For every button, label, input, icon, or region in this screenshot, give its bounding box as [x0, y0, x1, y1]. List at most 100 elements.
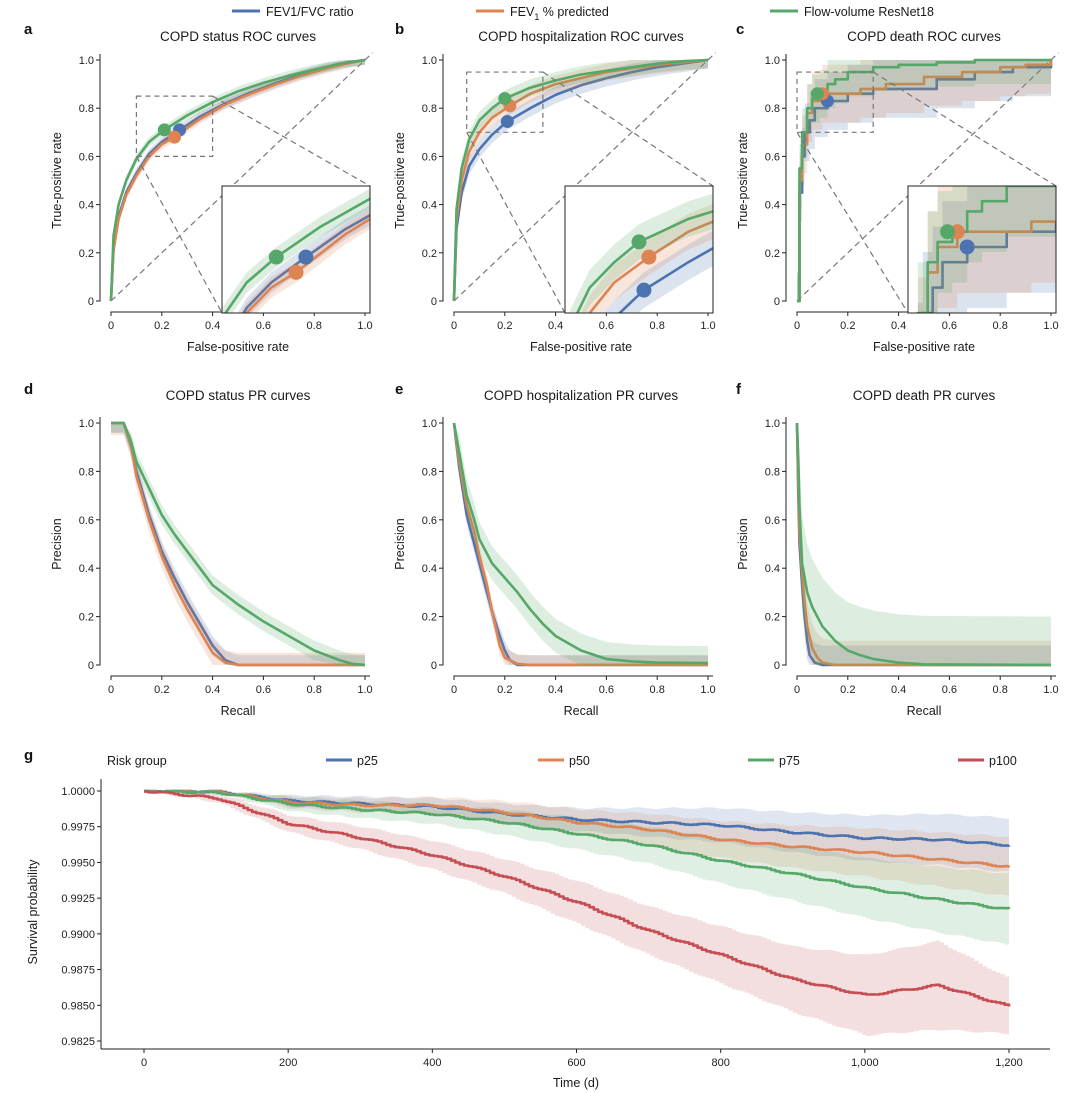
x-tick-label: 0.8 [307, 684, 322, 696]
series-line-green [797, 58, 1051, 303]
x-tick-label: 0.6 [942, 684, 957, 696]
y-tick-label: 0.6 [422, 151, 437, 163]
y-tick-label: 1.0 [79, 55, 94, 67]
zoom-connector [796, 131, 909, 314]
inset-border [907, 185, 1057, 314]
y-tick-label: 0.6 [79, 151, 94, 163]
y-tick-label: 0.6 [765, 515, 780, 527]
x-axis-label: Recall [907, 704, 942, 718]
x-tick-label: 0.4 [548, 684, 563, 696]
ci-band-orange [917, 186, 1056, 313]
chance-diagonal [453, 52, 717, 302]
y-tick-label: 0.4 [79, 200, 94, 212]
inset-zoom-plot [907, 185, 1057, 314]
y-axis-label: True-positive rate [393, 132, 407, 229]
x-tick-label: 0.4 [205, 320, 220, 332]
series-line-orange [111, 421, 365, 667]
y-tick-label: 1.0000 [61, 786, 95, 798]
survival-curve-p75 [144, 789, 1011, 910]
x-tick-label: 0.8 [650, 684, 665, 696]
series-line-green [575, 210, 713, 313]
y-tick-label: 1.0 [765, 418, 780, 430]
ci-band-green [454, 423, 708, 665]
operating-point-green [157, 123, 171, 137]
x-tick-label: 600 [567, 1057, 585, 1069]
ci-band-orange [797, 60, 1051, 301]
ci-band-p50 [144, 791, 1009, 897]
x-axis-label: Recall [564, 704, 599, 718]
y-tick-label: 0.8 [422, 103, 437, 115]
x-axis-label: False-positive rate [187, 340, 289, 354]
ci-band-blue [454, 60, 708, 301]
legend-title: Risk group [107, 754, 167, 768]
y-tick-label: 0.9900 [61, 929, 95, 941]
y-tick-label: 0.9950 [61, 857, 95, 869]
operating-point-blue [959, 239, 975, 255]
inset-border [221, 185, 371, 314]
x-tick-label: 0 [451, 320, 457, 332]
legend-label-p75: p75 [779, 754, 800, 768]
y-tick-label: 0 [431, 660, 437, 672]
y-tick-label: 0.2 [765, 248, 780, 260]
zoom-connector [135, 156, 223, 314]
panel-f: f COPD death PR curves 0 0.2 0.4 0.6 0.8 1.0 0 0.… [736, 381, 1059, 718]
legend-label-p100: p100 [989, 754, 1017, 768]
x-tick-label: 0.4 [891, 684, 906, 696]
y-tick-label: 0.9925 [61, 893, 95, 905]
ci-band-blue [604, 230, 713, 313]
ci-band-p100 [144, 791, 1009, 1036]
y-tick-label: 0.8 [422, 466, 437, 478]
x-tick-label: 0.8 [307, 320, 322, 332]
operating-point-green [810, 87, 824, 101]
operating-point-blue [500, 114, 514, 128]
panel-label-d: d [24, 381, 33, 398]
x-tick-label: 1.0 [700, 320, 715, 332]
y-tick-label: 1.0 [765, 55, 780, 67]
ci-band-green [797, 60, 1051, 301]
x-tick-label: 0 [108, 320, 114, 332]
x-tick-label: 1.0 [357, 320, 372, 332]
y-tick-label: 0.9850 [61, 1000, 95, 1012]
operating-point-green [939, 224, 955, 240]
x-tick-label: 0.8 [650, 320, 665, 332]
x-tick-label: 1,200 [995, 1057, 1023, 1069]
ci-band-green [111, 60, 365, 301]
series-line-blue [452, 58, 709, 302]
ci-band-blue [797, 60, 1051, 301]
y-tick-label: 1.0 [422, 418, 437, 430]
chance-diagonal [796, 52, 1060, 302]
survival-curve-p100 [144, 790, 1011, 1007]
x-tick-label: 0.6 [599, 320, 614, 332]
y-tick-label: 1.0 [422, 55, 437, 67]
series-line-green [452, 58, 709, 302]
y-axis-label: Precision [50, 518, 64, 569]
y-tick-label: 1.0 [79, 418, 94, 430]
x-tick-label: 0 [108, 684, 114, 696]
survival-curve-p25 [144, 789, 1011, 847]
chart-title: COPD death ROC curves [847, 29, 1001, 44]
y-tick-label: 0.4 [765, 200, 780, 212]
x-tick-label: 0 [141, 1057, 147, 1069]
y-tick-label: 0.2 [765, 612, 780, 624]
series-line-orange [109, 58, 366, 302]
zoom-connector [212, 95, 371, 187]
series-line-orange [588, 220, 713, 313]
x-tick-label: 0 [794, 320, 800, 332]
ci-band-blue [111, 423, 365, 665]
operating-point-green [498, 92, 512, 106]
panel-label-c: c [736, 21, 744, 38]
series-line-green [109, 58, 366, 302]
x-tick-label: 0.6 [599, 684, 614, 696]
y-axis-label: Survival probability [26, 859, 40, 965]
inset-zoom-plot [564, 185, 714, 314]
y-axis-label: True-positive rate [736, 132, 750, 229]
legend-label-fev1-subscript: 1 [534, 12, 539, 22]
zoom-region [135, 95, 214, 158]
x-tick-label: 0.8 [993, 684, 1008, 696]
ci-band-orange [454, 423, 708, 665]
operating-point-green [631, 234, 647, 250]
operating-point-green [268, 249, 284, 265]
series-line-green [916, 186, 1056, 313]
y-tick-label: 0 [88, 660, 94, 672]
